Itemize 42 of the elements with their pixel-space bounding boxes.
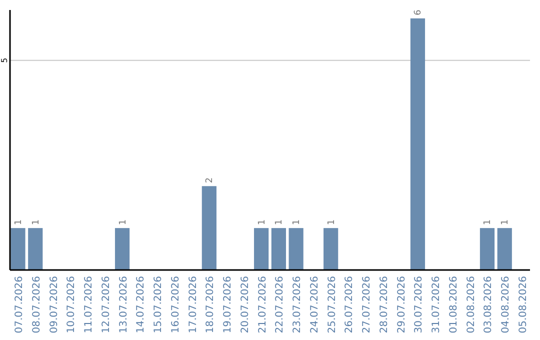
x-tick-label: 27.07.2026 [362, 276, 373, 334]
data-label: 6 [414, 9, 424, 16]
x-tick-label: 24.07.2026 [309, 276, 320, 334]
x-tick-label: 21.07.2026 [257, 276, 268, 334]
x-tick-label: 01.08.2026 [448, 276, 460, 334]
data-label: 1 [14, 219, 24, 226]
x-tick-label: 04.08.2026 [500, 276, 512, 334]
x-tick-label: 22.07.2026 [274, 276, 286, 334]
data-label: 1 [118, 219, 128, 226]
x-tick-label: 19.07.2026 [222, 276, 234, 334]
x-tick-label: 18.07.2026 [205, 276, 216, 334]
x-tick-label: 11.07.2026 [84, 276, 95, 334]
x-tick-label: 17.07.2026 [188, 276, 199, 334]
x-tick-label: 10.07.2026 [66, 276, 78, 334]
x-tick-label: 09.07.2026 [48, 276, 60, 334]
y-tick-label: 5 [0, 58, 9, 63]
data-label: 1 [292, 219, 302, 226]
x-tick-label: 26.07.2026 [344, 276, 356, 334]
x-tick-label: 02.08.2026 [466, 276, 477, 334]
x-tick-label: 12.07.2026 [100, 276, 112, 334]
x-tick-label: 25.07.2026 [326, 276, 338, 334]
x-tick-label: 07.07.2026 [14, 276, 25, 334]
x-tick-label: 28.07.2026 [378, 276, 390, 334]
x-tick-label: 14.07.2026 [136, 276, 147, 334]
data-label: 1 [326, 219, 337, 226]
x-tick-label: 03.08.2026 [483, 276, 494, 334]
x-tick-label: 05.08.2026 [518, 276, 530, 334]
x-tick-label: 31.07.2026 [431, 276, 442, 334]
x-tick-label: 30.07.2026 [414, 276, 425, 334]
x-tick-label: 08.07.2026 [31, 276, 42, 334]
data-label: 1 [500, 219, 511, 226]
data-label: 1 [31, 219, 42, 226]
data-label: 2 [205, 177, 216, 184]
data-label: 1 [483, 219, 494, 226]
data-label: 1 [274, 219, 285, 226]
x-tick-label: 16.07.2026 [170, 276, 182, 334]
x-tick-label: 20.07.2026 [240, 276, 251, 334]
x-tick-label: 15.07.2026 [153, 276, 164, 334]
x-tick-label: 13.07.2026 [118, 276, 130, 334]
x-tick-label: 29.07.2026 [396, 276, 408, 334]
data-label: 1 [257, 219, 268, 226]
x-tick-label: 23.07.2026 [292, 276, 304, 334]
